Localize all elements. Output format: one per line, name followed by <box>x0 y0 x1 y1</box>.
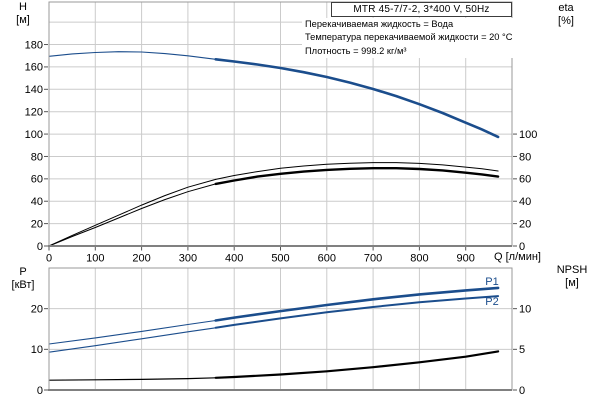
svg-text:700: 700 <box>364 253 382 265</box>
svg-text:20: 20 <box>519 218 531 230</box>
svg-text:40: 40 <box>519 196 531 208</box>
pump-model-title: MTR 45-7/7-2, 3*400 V, 50Hz <box>331 2 512 17</box>
svg-text:300: 300 <box>179 253 197 265</box>
svg-text:40: 40 <box>31 196 43 208</box>
svg-text:100: 100 <box>519 129 537 141</box>
svg-text:160: 160 <box>25 62 43 74</box>
bottom-left-axis-unit: [кВт] <box>11 279 35 291</box>
svg-text:900: 900 <box>457 253 475 265</box>
annotation-liquid: Перекачиваемая жидкость = Вода <box>305 19 454 29</box>
svg-text:0: 0 <box>519 241 525 253</box>
svg-text:0: 0 <box>37 241 43 253</box>
curve-label-p2: P2 <box>485 296 499 308</box>
annotation-temperature: Температура перекачиваемой жидкости = 20… <box>305 32 513 43</box>
svg-text:20: 20 <box>31 303 43 315</box>
svg-text:100: 100 <box>86 253 104 265</box>
x-axis-label: Q [л/мин] <box>494 251 541 263</box>
top-left-axis-title: H <box>19 1 27 13</box>
svg-text:400: 400 <box>225 253 243 265</box>
svg-text:10: 10 <box>31 344 43 356</box>
svg-text:60: 60 <box>519 174 531 186</box>
svg-text:200: 200 <box>132 253 150 265</box>
svg-text:180: 180 <box>25 39 43 51</box>
svg-text:120: 120 <box>25 106 43 118</box>
bottom-left-axis-title: P <box>19 266 27 278</box>
liquid-annotations: Перекачиваемая жидкость = Вода Температу… <box>302 18 513 59</box>
curve-label-p1: P1 <box>485 276 499 288</box>
bottom-right-axis-unit: [м] <box>565 277 579 289</box>
svg-text:20: 20 <box>31 218 43 230</box>
top-left-axis-unit: [м] <box>16 14 30 26</box>
svg-text:80: 80 <box>519 151 531 163</box>
top-right-axis-title: eta <box>558 2 574 14</box>
svg-text:80: 80 <box>31 151 43 163</box>
svg-text:800: 800 <box>410 253 428 265</box>
svg-text:10: 10 <box>519 303 531 315</box>
svg-text:5: 5 <box>519 344 525 356</box>
svg-text:0: 0 <box>37 385 43 397</box>
svg-text:500: 500 <box>271 253 289 265</box>
bottom-right-axis-title: NPSH <box>556 264 588 276</box>
svg-text:140: 140 <box>25 84 43 96</box>
top-right-axis-unit: [%] <box>558 15 574 27</box>
annotation-density: Плотность = 998.2 кг/м³ <box>305 45 407 56</box>
svg-text:0: 0 <box>46 253 52 265</box>
svg-text:100: 100 <box>25 129 43 141</box>
svg-text:600: 600 <box>318 253 336 265</box>
svg-text:0: 0 <box>519 385 525 397</box>
svg-text:60: 60 <box>31 174 43 186</box>
